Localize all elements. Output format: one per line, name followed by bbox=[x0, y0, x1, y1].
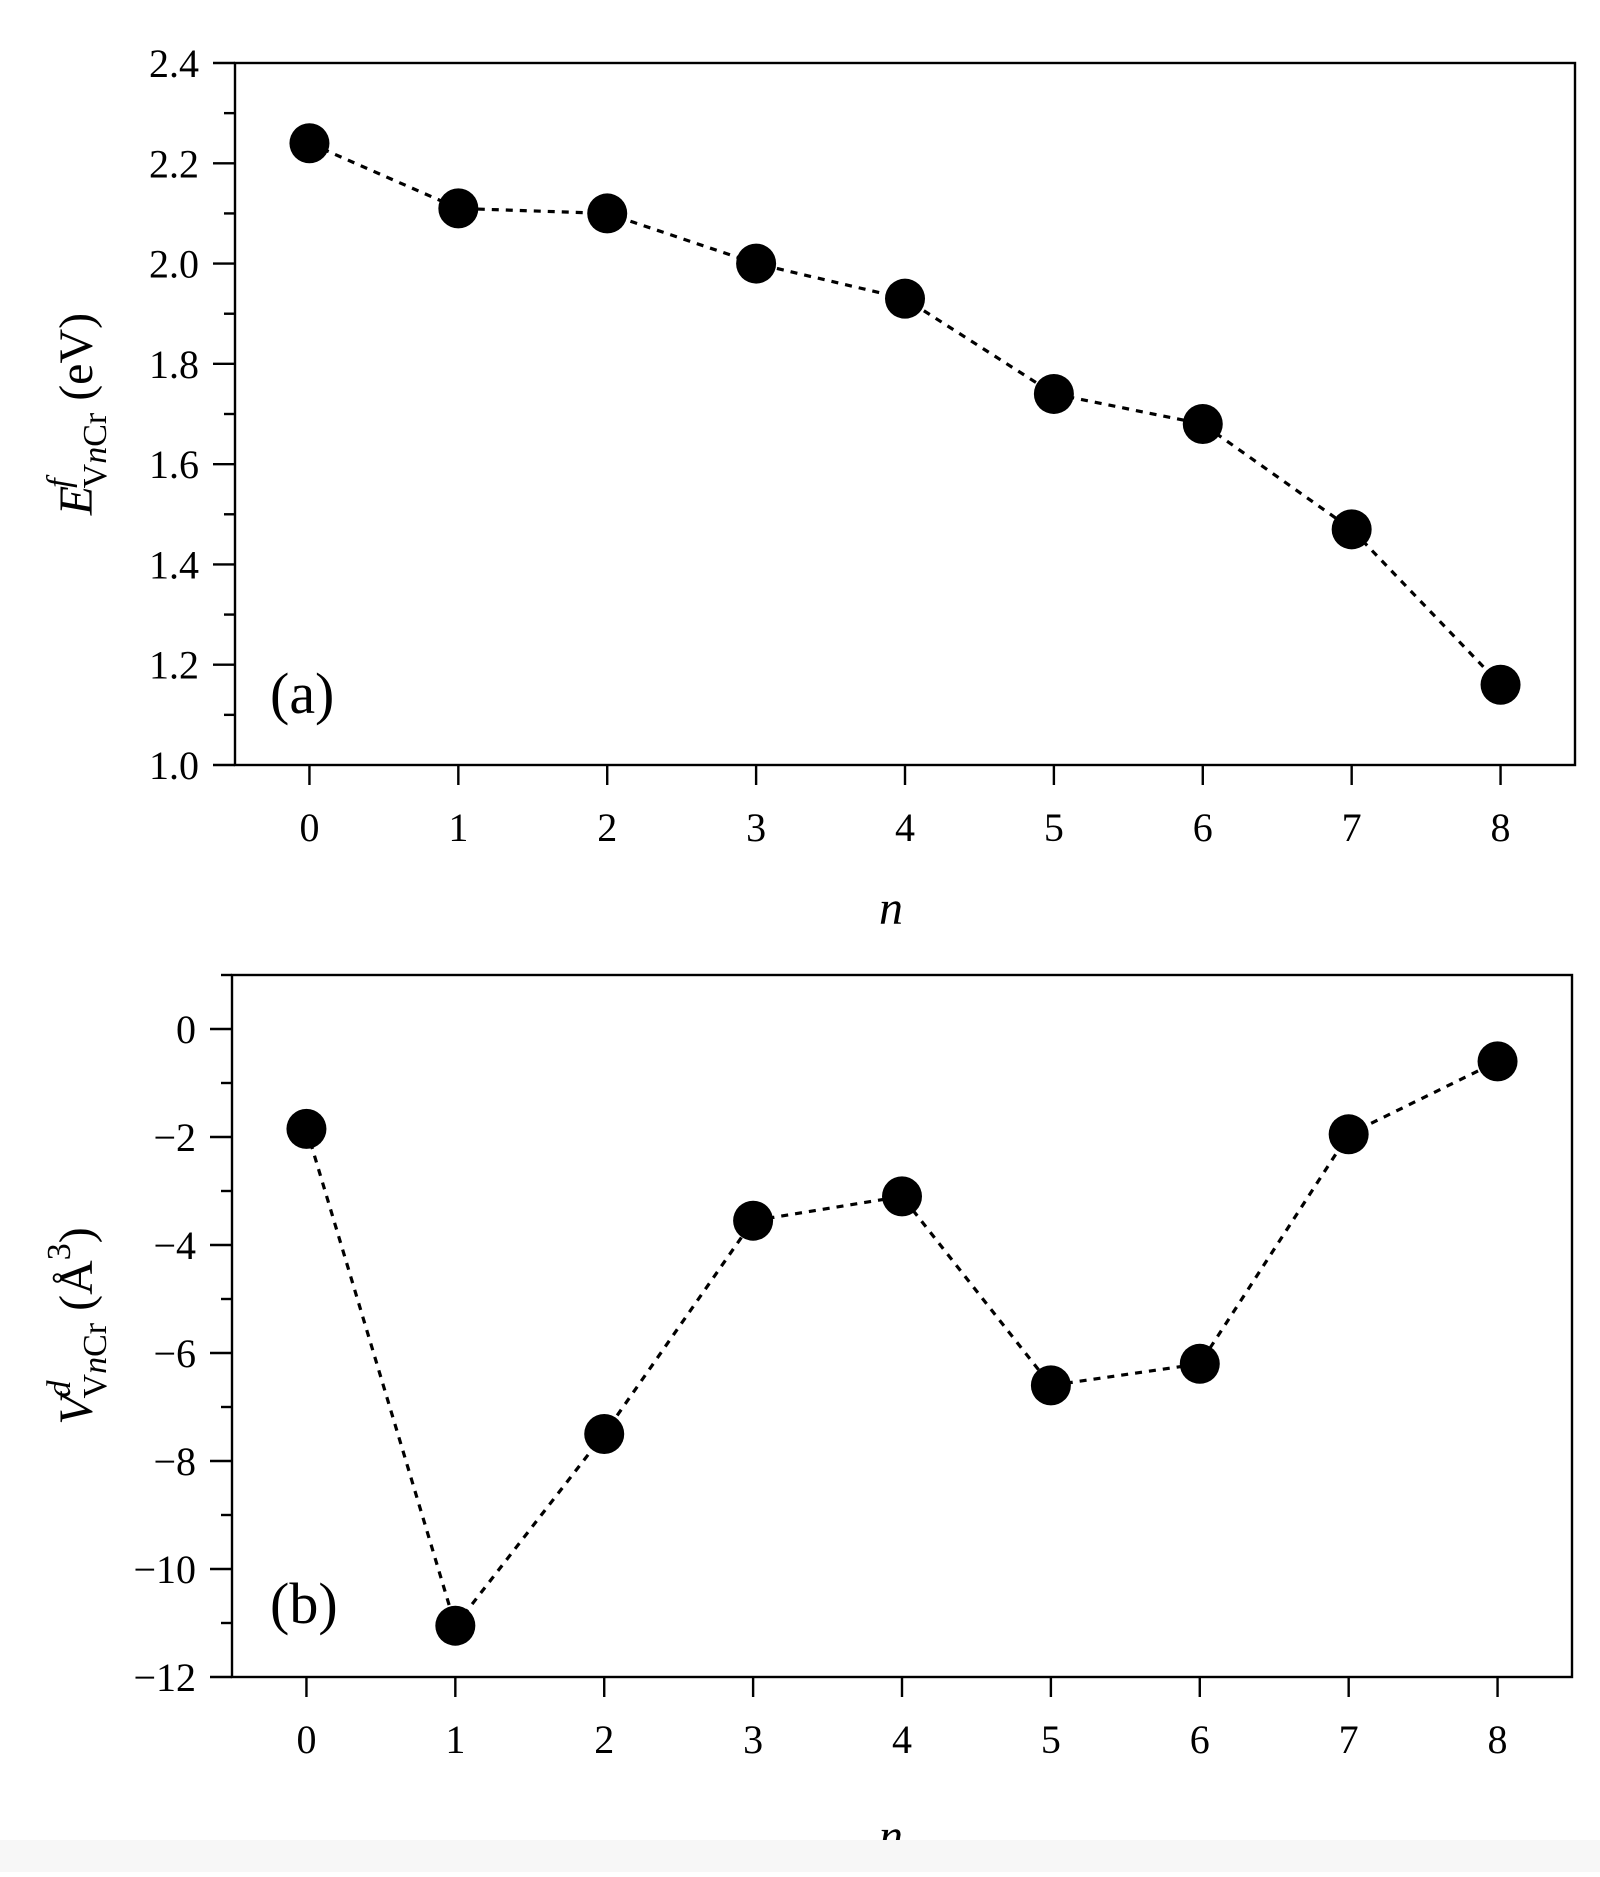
panel-a-data-point bbox=[1480, 664, 1521, 705]
panel-a-y-tick-label: 2.2 bbox=[149, 141, 199, 186]
panel-b-x-tick-label: 6 bbox=[1190, 1717, 1210, 1762]
panel-a-data-point bbox=[885, 278, 925, 319]
panel-a-plot-frame bbox=[233, 61, 1577, 767]
panel-b-data-point bbox=[882, 1176, 922, 1217]
panel-b-data-point bbox=[1030, 1365, 1071, 1406]
panel-a-x-tick-label: 4 bbox=[895, 805, 915, 850]
panel-b-y-tick-label: −6 bbox=[153, 1331, 196, 1376]
panel-a-x-tick-label: 7 bbox=[1342, 805, 1362, 850]
panel-a-data-point bbox=[438, 188, 479, 229]
svg-text:VdVnCr(Å3): VdVnCr (Å3) bbox=[41, 1227, 114, 1425]
panel-b-x-tick-label: 0 bbox=[296, 1717, 316, 1762]
panel-b-plot-frame bbox=[230, 973, 1574, 1679]
panel-a-ylabel-symbol: E bbox=[50, 486, 103, 516]
panel-a-ylabel-superscript: f bbox=[41, 474, 78, 488]
panel-b-y-tick-label: −4 bbox=[153, 1223, 196, 1268]
panel-b-y-tick-label: −2 bbox=[153, 1115, 196, 1160]
panel-b-y-tick-label: −10 bbox=[133, 1547, 196, 1592]
panel-b-ylabel-unit-open: (Å bbox=[50, 1260, 103, 1311]
panel-b-ylabel-unit-close: ) bbox=[50, 1227, 103, 1243]
panel-b-data-point bbox=[1477, 1041, 1518, 1082]
panel-b-series bbox=[286, 1041, 1518, 1646]
panel-b-data-point bbox=[286, 1108, 327, 1149]
panel-b-ylabel-sub-v: V bbox=[77, 1373, 114, 1398]
panel-b-ylabel-sub-n: n bbox=[77, 1357, 114, 1374]
panel-a-ticks bbox=[213, 61, 1502, 785]
panel-a-series bbox=[289, 123, 1521, 705]
panel-a-x-tick-labels: 0 1 2 3 4 5 6 7 8 bbox=[299, 805, 1510, 850]
panel-b-x-tick-label: 8 bbox=[1488, 1717, 1508, 1762]
panel-a-y-tick-label: 2.0 bbox=[149, 242, 199, 287]
panel-a-y-tick-labels: 1.0 1.2 1.4 1.6 1.8 2.0 2.2 2.4 bbox=[149, 41, 199, 788]
panel-b-label: (b) bbox=[270, 1571, 338, 1636]
panel-a-series-line bbox=[308, 141, 1502, 686]
panel-b-series-line bbox=[304, 1059, 1499, 1630]
panel-a-y-tick-label: 1.2 bbox=[149, 643, 199, 688]
panel-a-x-tick-label: 0 bbox=[299, 805, 319, 850]
panel-b-x-tick-label: 7 bbox=[1339, 1717, 1359, 1762]
panel-b-ylabel-superscript: d bbox=[41, 1379, 78, 1397]
panel-b-x-tick-label: 3 bbox=[743, 1717, 763, 1762]
panel-a-data-point bbox=[587, 193, 628, 234]
panel-b-x-tick-label: 4 bbox=[892, 1717, 912, 1762]
panel-b-ylabel-unit-power: 3 bbox=[41, 1243, 78, 1260]
panel-b-y-tick-label: −12 bbox=[133, 1655, 196, 1700]
panel-b-data-point bbox=[1179, 1343, 1220, 1384]
panel-b-x-tick-label: 1 bbox=[445, 1717, 465, 1762]
panel-a-data-point bbox=[736, 243, 777, 284]
panel-a-x-tick-label: 2 bbox=[597, 805, 617, 850]
panel-a-y-tick-label: 1.0 bbox=[149, 743, 199, 788]
panel-a-y-tick-label: 1.6 bbox=[149, 442, 199, 487]
panel-b-y-axis-label: VdVnCr (Å3) bbox=[41, 1227, 114, 1425]
panel-a-data-point bbox=[289, 123, 330, 164]
panel-a-x-tick-label: 1 bbox=[448, 805, 468, 850]
panel-a-y-tick-label: 2.4 bbox=[149, 41, 199, 86]
panel-b-ylabel-symbol: V bbox=[50, 1391, 103, 1425]
panel-a-x-tick-label: 5 bbox=[1044, 805, 1064, 850]
panel-b-ticks bbox=[210, 973, 1499, 1697]
panel-a-ylabel-sub-v: V bbox=[77, 463, 114, 488]
panel-b-y-tick-labels: −12 −10 −8 −6 −4 −2 0 bbox=[133, 1007, 196, 1700]
panel-a-ylabel-sub-n: n bbox=[77, 447, 114, 464]
panel-b-x-tick-label: 5 bbox=[1041, 1717, 1061, 1762]
panel-a-data-point bbox=[1182, 404, 1223, 445]
panel-a-x-tick-label: 6 bbox=[1193, 805, 1213, 850]
panel-b-x-tick-label: 2 bbox=[594, 1717, 614, 1762]
panel-a: 1.0 1.2 1.4 1.6 1.8 2.0 2.2 2.4 0 1 2 3 4 5 6 7 8 (a) n… bbox=[41, 41, 1577, 935]
panel-a-y-axis-label: EfVnCr (eV) bbox=[41, 313, 114, 516]
panel-a-data-point bbox=[1033, 373, 1074, 414]
panel-a-x-axis-label: n bbox=[879, 882, 903, 935]
panel-b-y-tick-label: −8 bbox=[153, 1439, 196, 1484]
panel-b-ylabel-sub-cr: Cr bbox=[77, 1322, 114, 1357]
panel-a-ylabel-sub-cr: Cr bbox=[77, 412, 114, 447]
panel-b-x-tick-labels: 0 1 2 3 4 5 6 7 8 bbox=[296, 1717, 1507, 1762]
panel-a-ylabel-unit: (eV) bbox=[50, 313, 103, 401]
panel-b: −12 −10 −8 −6 −4 −2 0 0 1 2 3 4 5 6 7 8 (b) n VdVnCr (Å… bbox=[41, 973, 1574, 1863]
panel-a-x-tick-label: 8 bbox=[1491, 805, 1511, 850]
svg-text:EfVnCr(eV): EfVnCr (eV) bbox=[41, 313, 114, 516]
panel-b-data-point bbox=[584, 1414, 625, 1454]
panel-a-x-tick-label: 3 bbox=[746, 805, 766, 850]
panel-b-data-point bbox=[733, 1200, 774, 1241]
footer-strip bbox=[0, 1840, 1600, 1872]
panel-a-y-tick-label: 1.4 bbox=[149, 542, 199, 587]
panel-a-y-tick-label: 1.8 bbox=[149, 342, 199, 387]
panel-b-data-point bbox=[1328, 1114, 1369, 1155]
panel-a-data-point bbox=[1331, 509, 1372, 550]
panel-b-data-point bbox=[435, 1605, 476, 1646]
panel-b-y-tick-label: 0 bbox=[176, 1007, 196, 1052]
panel-a-label: (a) bbox=[270, 661, 334, 726]
